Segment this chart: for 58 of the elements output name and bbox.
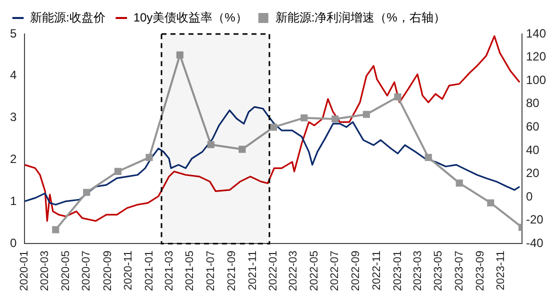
point	[456, 180, 463, 187]
y2-tick-label: 80	[526, 96, 540, 110]
point	[332, 115, 339, 123]
x-tick-label: 2022-09	[350, 250, 362, 292]
x-tick-label: 2021-07	[204, 250, 217, 292]
x-tick-label: 2020-03	[39, 250, 52, 292]
x-tick-label: 2020-05	[60, 250, 72, 292]
y2-tick-label: 140	[526, 26, 546, 40]
x-tick-label: 2023-07	[453, 250, 466, 292]
y2-tick-label: 60	[526, 119, 540, 134]
point	[114, 168, 122, 175]
x-tick-label: 2021-11	[246, 250, 259, 290]
x-tick-label: 2023-01	[392, 250, 404, 292]
y-tick-label: 3	[10, 110, 17, 124]
y2-tick-label: 20	[526, 166, 540, 180]
point	[300, 114, 308, 122]
x-tick-label: 2023-03	[412, 250, 424, 292]
legend-label: 新能源:收盘价	[30, 10, 106, 24]
x-tick-label: 2021-09	[226, 250, 238, 292]
x-tick-label: 2022-03	[288, 250, 300, 292]
y2-tick-label: -40	[526, 236, 544, 250]
x-tick-label: 2023-11	[495, 250, 508, 290]
point	[394, 93, 402, 100]
point	[176, 51, 184, 58]
y2-tick-label: -20	[526, 212, 544, 227]
point	[207, 141, 214, 148]
legend-label: 新能源:净利润增速（%，右轴）	[275, 10, 446, 24]
point	[424, 154, 432, 161]
x-tick-label: 2021-05	[184, 250, 196, 292]
x-tick-label: 2022-01	[268, 250, 280, 292]
y-tick-label: 0	[10, 236, 17, 250]
y-tick-label: 2	[10, 152, 17, 166]
point	[362, 110, 370, 118]
point	[146, 154, 153, 161]
y2-tick-label: 40	[526, 142, 540, 157]
x-tick-label: 2023-09	[474, 250, 486, 292]
y2-tick-label: 100	[526, 72, 546, 87]
x-tick-label: 2020-11	[122, 250, 135, 290]
x-tick-label: 2023-05	[432, 250, 445, 292]
x-tick-label: 2021-03	[163, 250, 176, 292]
y2-tick-label: 0	[526, 189, 533, 204]
point	[83, 188, 90, 196]
x-tick-label: 2020-09	[102, 250, 114, 292]
point	[270, 124, 278, 131]
x-tick-label: 2022-11	[371, 250, 384, 290]
y-tick-label: 4	[10, 68, 17, 82]
y-tick-label: 1	[10, 194, 17, 208]
y-tick-label: 5	[10, 26, 17, 40]
legend-label: 10y美债收益率（%）	[133, 10, 248, 24]
point	[487, 199, 494, 206]
x-tick-label: 2021-01	[143, 250, 156, 292]
x-tick-label: 2022-07	[329, 250, 342, 292]
x-tick-label: 2022-05	[308, 250, 320, 292]
point	[52, 226, 60, 234]
x-tick-label: 2020-01	[18, 250, 31, 292]
point	[238, 146, 246, 153]
x-tick-label: 2020-07	[80, 250, 93, 292]
y2-tick-label: 120	[526, 50, 546, 64]
